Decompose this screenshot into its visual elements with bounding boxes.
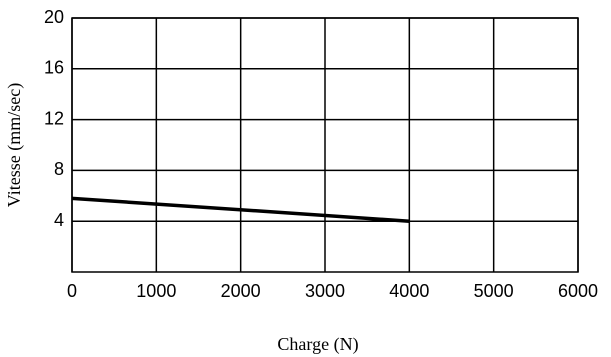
data-line: [71, 196, 410, 223]
y-tick-label: 12: [44, 108, 64, 128]
x-tick-label: 4000: [389, 281, 429, 301]
x-tick-label: 2000: [221, 281, 261, 301]
x-tick-label: 5000: [474, 281, 514, 301]
x-tick-label: 0: [67, 281, 77, 301]
y-tick-label: 4: [54, 210, 64, 230]
y-tick-label: 16: [44, 58, 64, 78]
y-tick-label: 20: [44, 7, 64, 27]
x-tick-label: 3000: [305, 281, 345, 301]
x-tick-label: 6000: [558, 281, 598, 301]
y-tick-label: 8: [54, 159, 64, 179]
y-axis-label: Vitesse (mm/sec): [4, 83, 25, 207]
x-tick-label: 1000: [136, 281, 176, 301]
x-axis-label: Charge (N): [277, 334, 358, 355]
